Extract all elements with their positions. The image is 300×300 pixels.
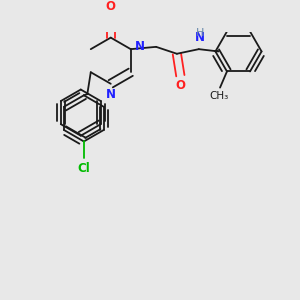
Text: CH₃: CH₃	[209, 91, 229, 101]
Text: H: H	[196, 28, 204, 38]
Text: N: N	[195, 31, 205, 44]
Text: N: N	[106, 88, 116, 101]
Text: O: O	[106, 0, 116, 14]
Text: Cl: Cl	[77, 162, 90, 175]
Text: O: O	[175, 79, 185, 92]
Text: N: N	[135, 40, 145, 53]
